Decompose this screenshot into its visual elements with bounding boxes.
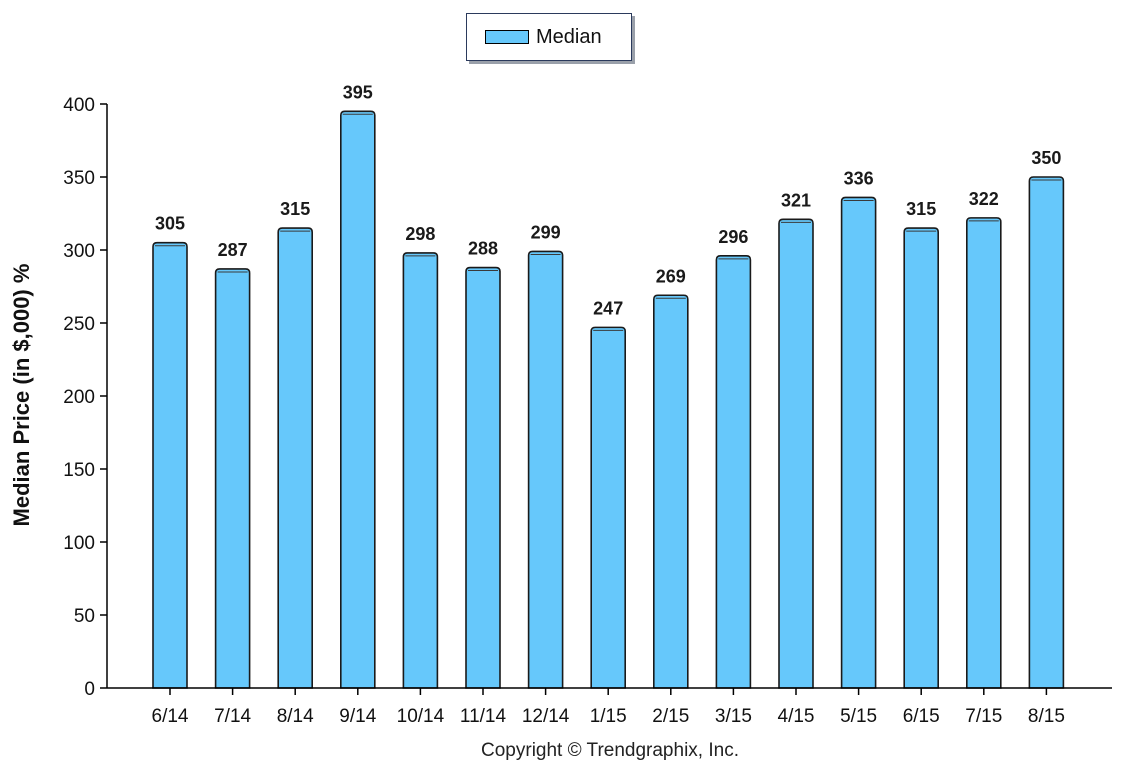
- y-tick-label: 200: [63, 387, 95, 408]
- y-tick-label: 250: [63, 314, 95, 335]
- x-axis: 6/14 7/14 8/14 9/14 10/14 11/14 12/14 1/15 2/15 3…: [107, 687, 1112, 727]
- data-label: 350: [1031, 148, 1061, 168]
- bar-median-7-14: [214, 268, 251, 689]
- data-label: 322: [969, 189, 999, 209]
- data-label: 321: [781, 190, 811, 210]
- y-tick-label: 350: [63, 168, 95, 189]
- bar-median-5-15: [840, 196, 877, 689]
- x-tick-label: 6/14: [152, 706, 189, 727]
- x-tick-label: 10/14: [397, 706, 445, 727]
- bar-series-median: 305 287 315 395 298 288 299 247 269 296 321 336 315 3…: [152, 82, 1065, 689]
- x-tick-label: 9/14: [339, 706, 376, 727]
- y-tick-label: 300: [63, 241, 95, 262]
- y-axis: 0 50 100 150 200 250 300 350 400: [63, 95, 108, 700]
- data-label: 296: [718, 227, 748, 247]
- x-tick-label: 6/15: [903, 706, 940, 727]
- x-tick-label: 8/15: [1028, 706, 1065, 727]
- y-tick-label: 50: [74, 606, 95, 627]
- legend-label-median: Median: [536, 26, 602, 48]
- bar-median-4-15: [778, 218, 814, 689]
- bar-median-11-14: [465, 266, 501, 689]
- data-label: 298: [405, 224, 435, 244]
- x-tick-label: 3/15: [715, 706, 752, 727]
- x-tick-label: 7/14: [214, 706, 251, 727]
- data-label: 305: [155, 214, 185, 234]
- bar-median-9-14: [340, 110, 376, 689]
- data-label: 336: [844, 168, 874, 188]
- bar-median-6-15: [903, 227, 939, 689]
- copyright-text: Copyright © Trendgraphix, Inc.: [481, 740, 739, 761]
- y-tick-label: 0: [84, 679, 95, 700]
- bar-median-3-15: [715, 255, 752, 689]
- bar-median-1-15: [590, 326, 626, 689]
- bar-median-2-15: [653, 294, 689, 689]
- bar-median-8-15: [1028, 176, 1065, 689]
- bar-median-10-14: [402, 252, 439, 689]
- y-tick-label: 100: [63, 533, 95, 554]
- y-tick-label: 150: [63, 460, 95, 481]
- bar-median-6-14: [152, 241, 188, 689]
- bar-median-8-14: [277, 227, 313, 689]
- x-tick-label: 7/15: [965, 706, 1002, 727]
- bar-median-7-15: [966, 217, 1002, 689]
- data-label: 288: [468, 239, 498, 259]
- x-tick-label: 2/15: [652, 706, 689, 727]
- data-label: 269: [656, 266, 686, 286]
- legend: Median: [466, 13, 632, 61]
- x-tick-label: 4/15: [778, 706, 815, 727]
- data-label: 299: [531, 222, 561, 242]
- x-tick-label: 5/15: [840, 706, 877, 727]
- x-tick-label: 11/14: [460, 706, 507, 727]
- bar-median-12-14: [527, 250, 564, 689]
- data-label: 315: [906, 199, 936, 219]
- data-label: 247: [593, 298, 623, 318]
- x-tick-label: 12/14: [522, 706, 570, 727]
- x-tick-label: 8/14: [277, 706, 314, 727]
- y-tick-label: 400: [63, 95, 95, 116]
- legend-swatch-median: [485, 30, 529, 44]
- data-label: 395: [343, 82, 373, 102]
- data-label: 287: [218, 240, 248, 260]
- y-axis-title: Median Price (in $,000) %: [9, 263, 34, 527]
- data-label: 315: [280, 199, 310, 219]
- x-tick-label: 1/15: [590, 706, 627, 727]
